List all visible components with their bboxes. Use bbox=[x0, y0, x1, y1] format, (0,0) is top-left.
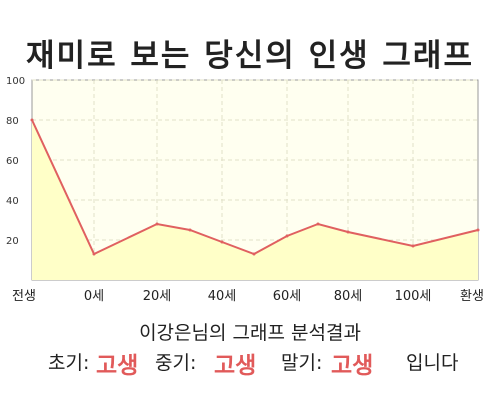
x-axis-labels: 전생 0세 20세 40세 60세 80세 100세 환생 bbox=[12, 289, 484, 304]
data-point bbox=[411, 244, 415, 248]
data-point bbox=[188, 228, 192, 232]
x-tick-label: 100세 bbox=[395, 289, 432, 304]
x-tick-label: 20세 bbox=[143, 289, 172, 304]
late-stage-value: 고생 bbox=[331, 353, 374, 379]
y-tick-label: 60 bbox=[6, 156, 19, 167]
chart-title: 재미로 보는 당신의 인생 그래프 bbox=[26, 38, 474, 74]
y-tick-label: 100 bbox=[6, 76, 25, 87]
x-tick-label: 0세 bbox=[84, 289, 104, 304]
data-point bbox=[220, 240, 224, 244]
data-point bbox=[346, 230, 350, 234]
x-tick-label: 60세 bbox=[273, 289, 302, 304]
analysis-caption: 이강은님의 그래프 분석결과 bbox=[139, 322, 361, 344]
data-point bbox=[155, 222, 159, 226]
data-point bbox=[252, 252, 256, 256]
early-stage-label: 초기: bbox=[48, 352, 90, 374]
y-tick-label: 20 bbox=[6, 236, 19, 247]
data-point bbox=[285, 234, 289, 238]
area-fill bbox=[32, 120, 478, 280]
result-suffix: 입니다 bbox=[406, 352, 459, 374]
late-stage-label: 말기: bbox=[281, 352, 323, 374]
y-tick-label: 40 bbox=[6, 196, 19, 207]
x-tick-label: 환생 bbox=[460, 289, 484, 304]
mid-stage-value: 고생 bbox=[214, 353, 257, 379]
data-point bbox=[476, 228, 480, 232]
mid-stage-label: 중기: bbox=[155, 352, 197, 374]
grid-lines bbox=[32, 79, 478, 280]
early-stage-value: 고생 bbox=[96, 353, 139, 379]
y-tick-label: 80 bbox=[6, 116, 19, 127]
x-tick-label: 80세 bbox=[334, 289, 363, 304]
data-point bbox=[316, 222, 320, 226]
y-axis-ticks: 20 40 60 80 100 bbox=[6, 76, 25, 247]
data-point bbox=[92, 252, 96, 256]
x-tick-label: 전생 bbox=[12, 289, 36, 304]
x-tick-label: 40세 bbox=[208, 289, 237, 304]
data-point bbox=[30, 118, 34, 122]
